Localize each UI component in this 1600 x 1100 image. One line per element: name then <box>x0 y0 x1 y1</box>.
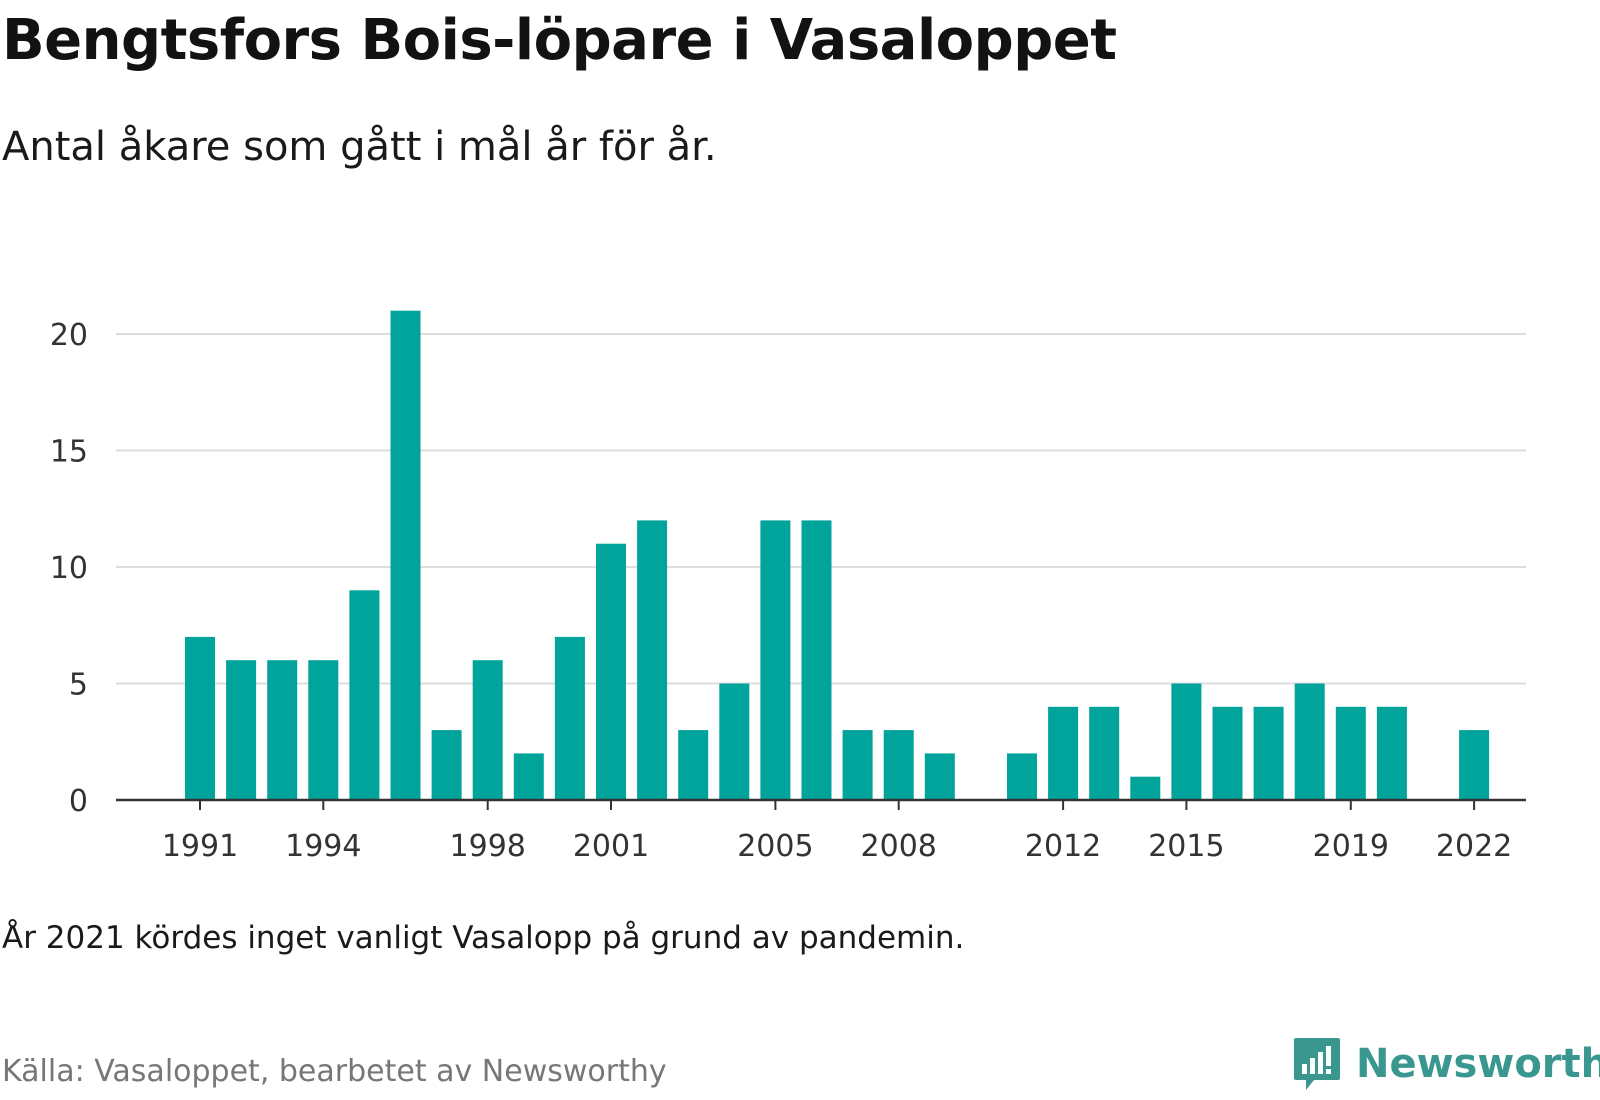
x-tick-label: 2022 <box>1436 829 1512 864</box>
bar-chart: 0 5 10 15 20 1991 1994 1998 2001 2005 2008 2012 201… <box>50 310 1526 864</box>
bar <box>431 730 462 800</box>
brand-name: Newsworthy <box>1356 1041 1600 1087</box>
bar <box>678 730 709 800</box>
bar <box>596 543 626 800</box>
bar <box>1253 706 1284 800</box>
y-tick-label: 20 <box>50 318 88 353</box>
bar <box>1130 776 1161 800</box>
y-tick-label: 10 <box>50 551 88 586</box>
bar <box>883 730 914 800</box>
bar <box>513 753 544 800</box>
bar <box>1212 706 1243 800</box>
bar <box>185 636 215 800</box>
newsworthy-logo-icon <box>1294 1038 1340 1090</box>
x-tick-label: 2015 <box>1148 829 1224 864</box>
bar <box>637 520 668 800</box>
bar <box>1294 683 1325 800</box>
y-tick-label: 5 <box>69 668 88 703</box>
bar <box>226 660 257 800</box>
x-tick-label: 2012 <box>1025 829 1101 864</box>
brand-logo: Newsworthy <box>1292 1036 1600 1092</box>
bar <box>390 310 421 800</box>
x-tick-label: 2019 <box>1313 829 1389 864</box>
y-tick-label: 15 <box>50 435 88 470</box>
x-axis <box>116 798 1526 810</box>
bar <box>1376 706 1407 800</box>
bar <box>308 660 339 800</box>
bar <box>1335 706 1366 800</box>
bar <box>1089 706 1120 800</box>
bar <box>1459 730 1490 800</box>
bar <box>1048 706 1079 800</box>
x-tick-label: 2001 <box>573 829 649 864</box>
chart-note: År 2021 kördes inget vanligt Vasalopp på… <box>2 920 965 956</box>
bars <box>185 310 1490 800</box>
y-axis-labels: 0 5 10 15 20 <box>50 318 88 819</box>
bar <box>801 520 832 800</box>
bar <box>924 753 955 800</box>
x-tick-label: 1998 <box>450 829 526 864</box>
x-tick-label: 1994 <box>285 829 361 864</box>
bar <box>760 520 791 800</box>
x-tick-label: 1991 <box>162 829 238 864</box>
x-axis-labels: 1991 1994 1998 2001 2005 2008 2012 2015 2019 2022 <box>162 829 1512 864</box>
bar <box>349 590 380 800</box>
bar <box>554 636 585 800</box>
bar <box>719 683 750 800</box>
x-tick-label: 2008 <box>861 829 937 864</box>
bar <box>842 730 873 800</box>
x-tick-label: 2005 <box>737 829 813 864</box>
chart-subtitle: Antal åkare som gått i mål år för år. <box>2 124 717 170</box>
bar <box>472 660 503 800</box>
chart-title: Bengtsfors Bois-löpare i Vasaloppet <box>2 8 1117 73</box>
bar <box>1007 753 1037 800</box>
y-tick-label: 0 <box>69 784 88 819</box>
bar <box>267 660 298 800</box>
source-text: Källa: Vasaloppet, bearbetet av Newswort… <box>2 1054 667 1089</box>
bar <box>1171 683 1202 800</box>
